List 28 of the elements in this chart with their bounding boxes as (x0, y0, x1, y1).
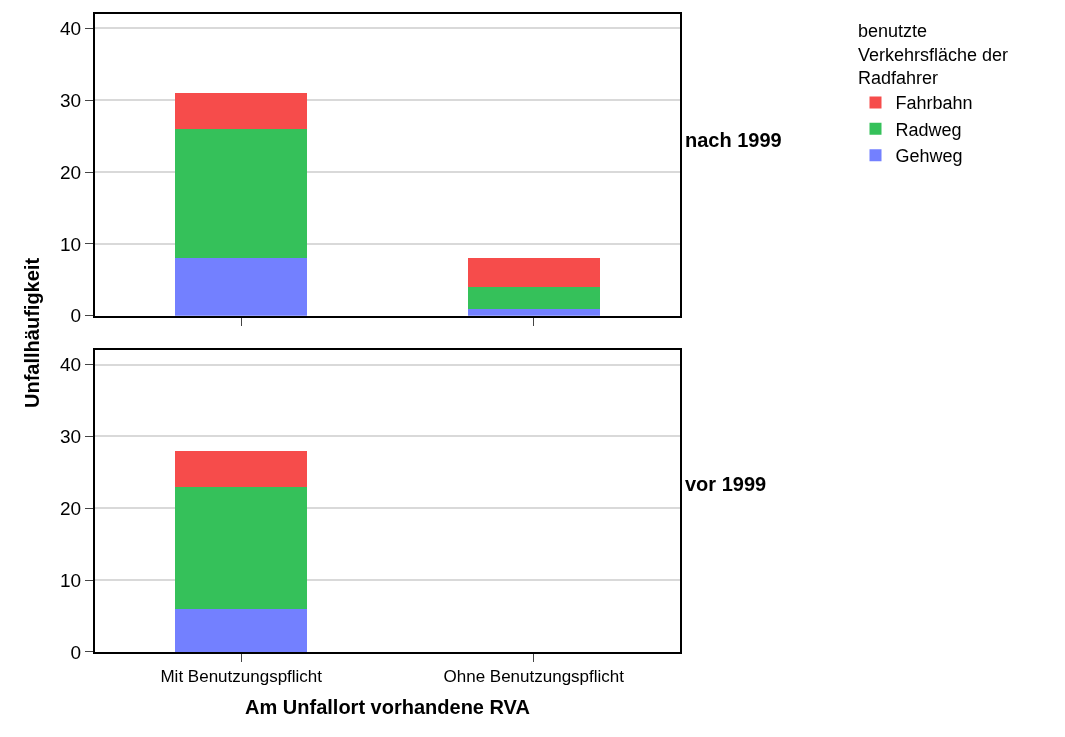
text: nach 1999 (685, 129, 782, 151)
x-tick-label: Mit Benutzungspflicht (160, 667, 323, 687)
legend-label: Fahrbahn (895, 93, 973, 114)
y-tick-label: 20 (60, 497, 82, 519)
y-tick-label: 20 (60, 161, 82, 183)
y-tick-label: 10 (60, 233, 82, 255)
bar (175, 450, 308, 487)
bar (175, 93, 308, 129)
text: vor 1999 (685, 473, 767, 495)
bar (467, 258, 600, 288)
bar (175, 608, 308, 652)
bar (467, 287, 600, 309)
legend-label: Gehweg (895, 146, 963, 167)
y-tick-label: 40 (60, 18, 82, 40)
y-tick-label: 0 (70, 641, 82, 663)
y-tick-label: 30 (60, 426, 82, 448)
y-tick-label: 30 (60, 89, 82, 111)
y-tick-label: 0 (70, 305, 82, 327)
legend-title: benutzte Verkehrsfläche der Radfahrer (857, 21, 1009, 89)
y-axis-title: Unfallhäufigkeit (20, 257, 43, 408)
x-tick-label: Ohne Benutzungspflicht (443, 667, 625, 687)
y-tick-label: 40 (60, 354, 82, 376)
bar (175, 258, 308, 316)
y-tick-label: 10 (60, 569, 82, 591)
x-axis-title: Am Unfallort vorhandene RVA (245, 696, 530, 719)
bar (175, 128, 308, 259)
bar (175, 486, 308, 609)
legend-label: Radweg (895, 119, 962, 140)
